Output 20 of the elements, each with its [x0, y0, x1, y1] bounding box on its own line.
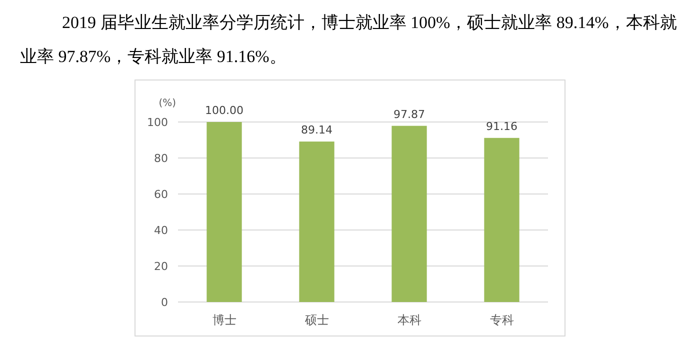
x-tick-label: 博士	[212, 313, 236, 327]
bar	[299, 142, 334, 302]
data-label: 89.14	[301, 124, 332, 137]
y-tick-label: 0	[161, 296, 168, 309]
y-tick-label: 100	[147, 116, 168, 129]
bar	[484, 138, 520, 302]
x-tick-label: 本科	[397, 313, 422, 327]
chart-title: 2019 届毕业生就业率分学历统计，博士就业率 100%，硕士就业率 89.14%，本科就业率 97.87%，专科就业率 91.16%。	[20, 12, 678, 68]
y-tick-label: 60	[154, 188, 168, 201]
data-label: 97.87	[394, 108, 425, 121]
y-tick-label: 40	[154, 224, 168, 237]
bar	[392, 126, 427, 302]
y-tick-label: 80	[154, 152, 168, 165]
x-tick-label: 专科	[490, 313, 514, 327]
y-tick-label: 20	[154, 260, 168, 273]
bar	[206, 122, 242, 302]
x-tick-label: 硕士	[304, 313, 329, 327]
data-label: 91.16	[486, 120, 518, 133]
y-axis-title: (%)	[158, 98, 176, 109]
data-label: 100.00	[205, 104, 244, 117]
